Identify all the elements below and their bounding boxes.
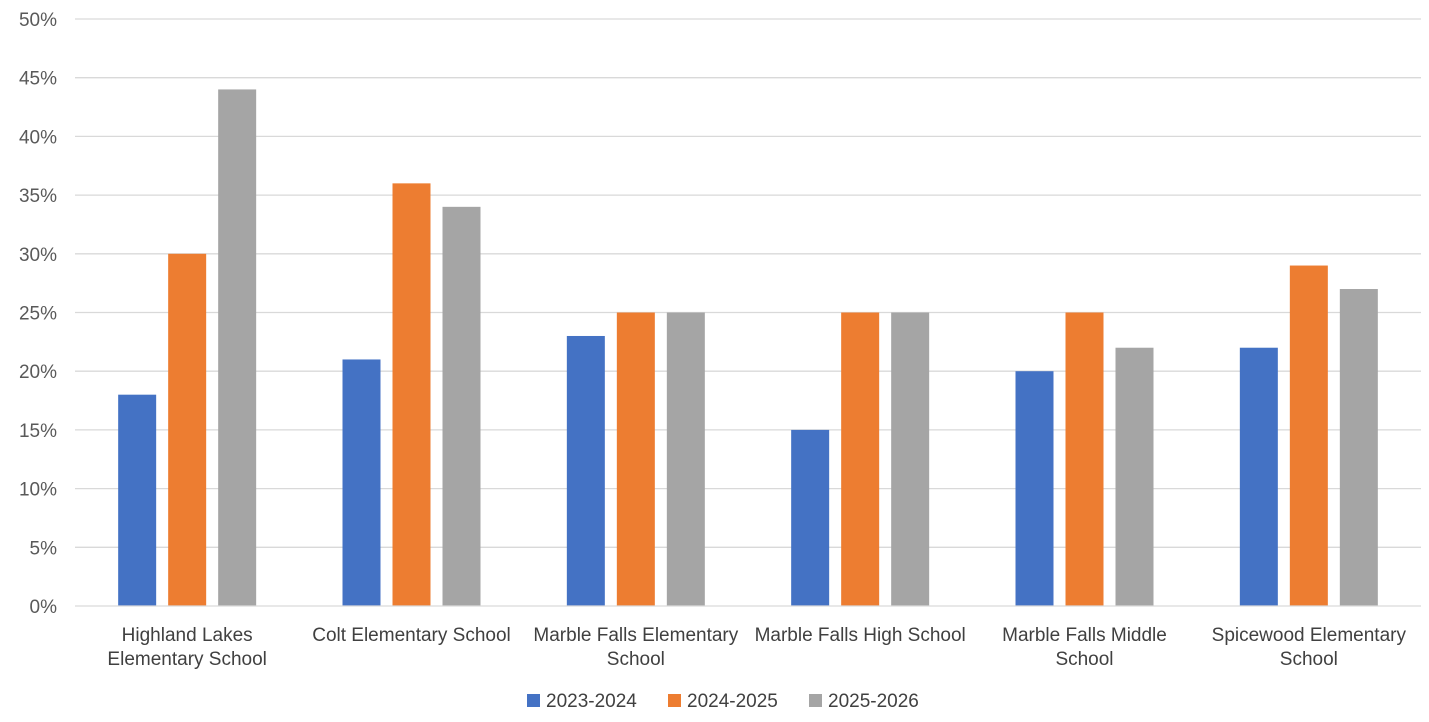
y-axis-ticks: 0% 5% 10% 15% 20% 25% 30% 35% 40% 45% 50% [19,10,57,618]
y-tick-label: 10% [19,480,57,501]
legend: 2023-2024 2024-2025 2025-2026 [527,691,919,712]
legend-label: 2023-2024 [546,691,637,712]
bar-2025-2026-1 [442,206,481,606]
bar-2025-2026-4 [1115,347,1154,606]
x-tick-label: Spicewood Elementary School [1212,625,1407,670]
bar-2024-2025-2 [616,312,655,606]
bar-2024-2025-0 [168,253,207,607]
x-tick-label: Marble Falls Middle School [1002,625,1167,670]
x-tick-label-line: Elementary School [107,649,266,670]
bar-2023-2024-5 [1239,347,1278,606]
legend-label: 2024-2025 [687,691,778,712]
legend-item: 2025-2026 [809,691,919,712]
legend-swatch [809,694,822,707]
gridlines [75,18,1421,548]
bar-2023-2024-4 [1015,371,1054,606]
y-tick-label: 20% [19,362,57,383]
legend-swatch [668,694,681,707]
x-tick-label-line: School [1280,649,1338,670]
x-tick-label: Marble Falls Elementary School [533,625,738,670]
y-tick-label: 40% [19,127,57,148]
y-tick-label: 45% [19,69,57,90]
y-tick-label: 5% [30,538,58,559]
bar-2024-2025-1 [392,183,431,607]
x-axis-labels: Highland Lakes Elementary School Colt Elem… [107,625,1406,670]
x-tick-label-line: School [607,649,665,670]
y-tick-label: 15% [19,421,57,442]
x-tick-label-line: School [1055,649,1113,670]
x-tick-label: Marble Falls High School [755,625,966,646]
y-tick-label: 30% [19,245,57,266]
bar-2025-2026-5 [1339,289,1378,606]
x-tick-label-line: Highland Lakes [122,625,253,646]
bar-2025-2026-3 [891,312,930,606]
legend-swatch [527,694,540,707]
bar-2025-2026-0 [218,89,257,606]
bar-2023-2024-2 [566,335,605,606]
y-tick-label: 35% [19,186,57,207]
x-tick-label-line: Marble Falls Middle [1002,625,1167,646]
y-tick-label: 50% [19,10,57,31]
x-tick-label: Colt Elementary School [312,625,511,646]
legend-item: 2024-2025 [668,691,778,712]
bars [118,89,1378,607]
bar-2023-2024-1 [342,359,381,606]
bar-2024-2025-4 [1065,312,1104,606]
x-tick-label-line: Colt Elementary School [312,625,511,646]
x-tick-label: Highland Lakes Elementary School [107,625,266,670]
bar-2023-2024-0 [118,394,157,606]
y-tick-label: 25% [19,304,57,325]
bar-2024-2025-3 [841,312,880,606]
bar-2024-2025-5 [1289,265,1328,606]
x-tick-label-line: Spicewood Elementary [1212,625,1407,646]
y-tick-label: 0% [30,597,58,618]
x-tick-label-line: Marble Falls High School [755,625,966,646]
bar-2023-2024-3 [791,429,830,606]
x-tick-label-line: Marble Falls Elementary [533,625,738,646]
legend-label: 2025-2026 [828,691,919,712]
bar-2025-2026-2 [666,312,705,606]
legend-item: 2023-2024 [527,691,637,712]
